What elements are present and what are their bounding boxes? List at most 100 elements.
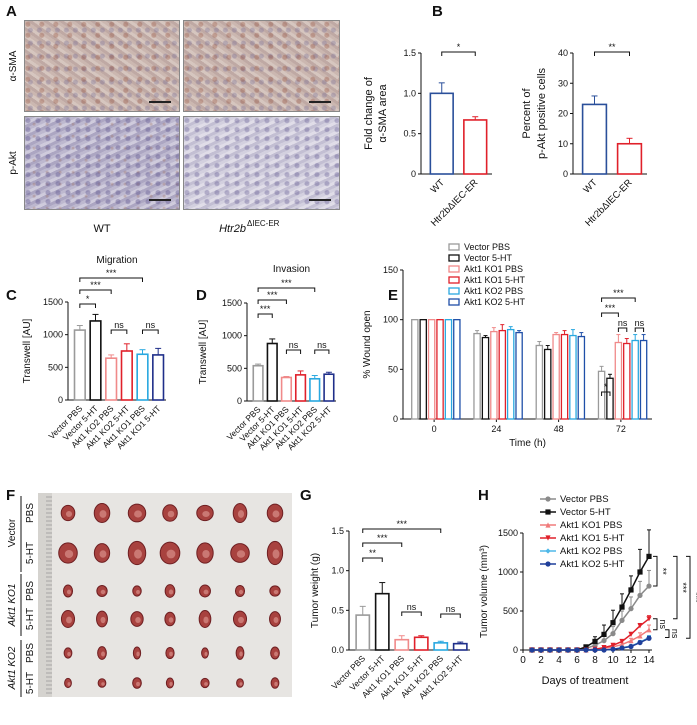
data-point [601, 647, 607, 653]
significance-label: ns [670, 629, 680, 639]
bar [427, 319, 436, 420]
significance-label: *** [691, 592, 697, 603]
bar [89, 320, 102, 401]
legend-label: Vector 5-HT [560, 507, 611, 518]
row-label-sma: α-SMA [8, 50, 19, 81]
micrograph-sma-wt [24, 20, 180, 112]
y-tick-label: 0 [393, 414, 398, 424]
scale-bar [309, 101, 331, 103]
significance-bracket [617, 327, 628, 332]
tumor-highlight [67, 682, 71, 686]
tumor-photo-background [38, 493, 292, 697]
significance-label: * [604, 382, 608, 392]
panel-label: H [478, 487, 489, 504]
significance-bracket [401, 611, 422, 616]
tumor-highlight [203, 616, 209, 624]
data-point [637, 623, 643, 629]
significance-label: ** [658, 568, 668, 576]
data-point [583, 647, 589, 653]
y-tick-label: 0 [411, 169, 416, 179]
significance-bracket [441, 51, 476, 56]
significance-bracket [601, 312, 619, 317]
tumor-highlight [65, 510, 73, 518]
y-tick-label: 500 [503, 606, 518, 616]
micrograph-sma-htr2b [183, 20, 340, 112]
legend-swatch [448, 254, 460, 262]
row-label-pakt: p-Akt [8, 151, 19, 175]
tumor-highlight [99, 550, 107, 558]
panel-label: C [6, 287, 17, 304]
data-point [592, 638, 598, 645]
y-tick-label: 500 [227, 363, 242, 373]
y-axis-label: Transwell [AU] [198, 319, 209, 384]
bar [606, 377, 614, 420]
significance-label: *** [678, 582, 688, 593]
bar [120, 350, 133, 401]
group-label: Akt1 KO1 [7, 584, 18, 628]
bar [631, 339, 639, 420]
y-axis-label: % Wound open [362, 310, 373, 378]
legend-swatch [448, 298, 460, 306]
tumor-highlight [238, 589, 244, 595]
scale-bar [149, 199, 171, 201]
data-point [628, 606, 634, 612]
chart-title: Invasion [273, 264, 310, 275]
column-label-wt: WT [93, 223, 110, 235]
y-tick-label: 0 [237, 396, 242, 406]
y-tick-label: 1500 [43, 297, 63, 307]
bar [473, 332, 481, 420]
bar [294, 374, 307, 402]
legend-swatch [448, 265, 460, 273]
significance-bracket [634, 327, 645, 332]
column-label-htr2b: Htr2b [219, 223, 246, 235]
tumor-highlight [273, 617, 279, 623]
panel-label: A [6, 3, 17, 20]
tumor-highlight [237, 510, 245, 518]
tumor-highlight [66, 589, 72, 595]
treatment-label: PBS [25, 581, 36, 601]
bar [515, 331, 523, 420]
tumor-highlight [101, 651, 105, 657]
treatment-label: 5-HT [25, 542, 36, 564]
data-point [556, 647, 562, 653]
y-axis-label: Fold change of [363, 76, 375, 150]
data-point [610, 642, 616, 648]
column-label-superscript: ΔIEC-ER [247, 219, 280, 228]
y-tick-label: 1.0 [403, 88, 416, 98]
x-category-label: WT [581, 177, 599, 195]
panel-label: B [432, 3, 443, 20]
bar [444, 319, 453, 420]
y-axis-label: Transwell [AU] [22, 318, 33, 383]
bar [581, 103, 608, 175]
bar [506, 328, 515, 420]
bar [413, 636, 429, 651]
ruler [38, 493, 52, 697]
bar [560, 333, 569, 420]
tumor-highlight [100, 616, 106, 624]
tumor-highlight [204, 682, 208, 686]
legend-label: Akt1 KO2 PBS [464, 286, 523, 296]
y-tick-label: 20 [558, 109, 568, 119]
bar [136, 353, 149, 401]
significance-bracket [142, 329, 159, 334]
data-point [592, 647, 598, 653]
significance-bracket [653, 618, 658, 631]
data-point [545, 535, 551, 541]
data-point [529, 647, 535, 653]
significance-bracket [79, 289, 112, 294]
group-label: Vector [7, 518, 18, 547]
x-axis-label: Days of treatment [542, 675, 629, 687]
x-category-label: WT [429, 177, 447, 195]
significance-bracket [362, 542, 403, 547]
tumor-highlight [167, 510, 175, 518]
y-tick-label: 1000 [222, 331, 242, 341]
significance-label: ns [146, 320, 156, 330]
y-tick-label: 100 [383, 315, 398, 325]
bar [463, 119, 488, 175]
tumor-highlight [166, 549, 176, 559]
data-point [545, 509, 551, 515]
x-tick-label: 10 [607, 655, 619, 666]
x-tick-label: 2 [538, 655, 544, 666]
tumor-highlight [238, 616, 244, 624]
x-tick-label: 72 [616, 424, 626, 434]
